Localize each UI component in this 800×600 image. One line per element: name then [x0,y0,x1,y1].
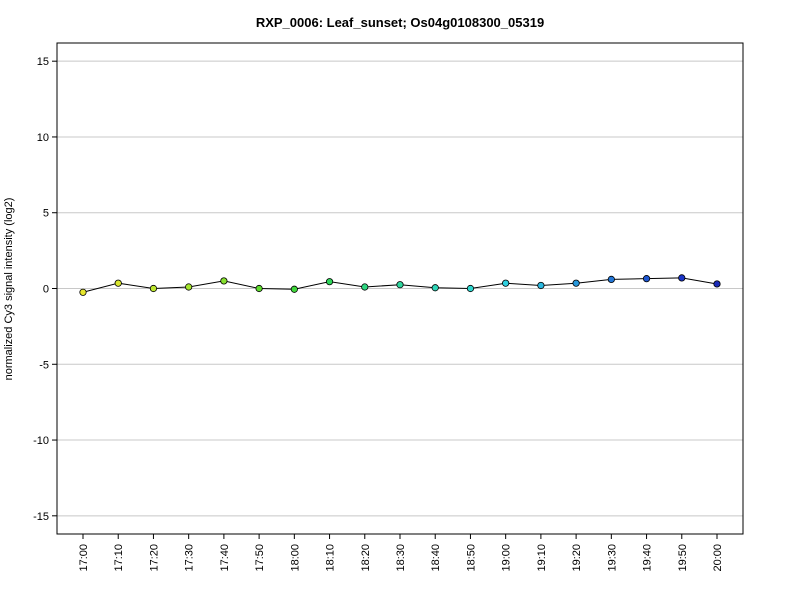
data-point [361,283,369,291]
x-tick-label: 17:40 [219,544,231,572]
data-point [114,279,122,287]
x-tick-label: 18:00 [289,544,301,572]
data-point [502,279,510,287]
data-point [431,284,439,292]
data-points [79,274,721,296]
y-tick-label: -10 [33,435,49,447]
x-tick-label: 19:00 [501,544,513,572]
x-tick-label: 17:00 [78,544,90,572]
x-tick-label: 19:50 [677,544,689,572]
data-point [466,284,475,293]
x-tick-label: 20:00 [712,544,724,572]
data-point [290,285,298,293]
data-point [325,278,334,286]
x-tick-label: 17:50 [254,544,266,572]
y-tick-label: -15 [33,511,49,523]
y-axis: 15 10 5 0 -5 -10 -15 [33,56,57,523]
x-tick-label: 19:30 [606,544,618,572]
x-tick-label: 18:40 [430,544,442,572]
x-tick-label: 17:10 [113,544,125,572]
x-tick-label: 17:20 [148,544,160,572]
x-tick-label: 19:40 [642,544,654,572]
data-point [220,277,228,285]
data-point [149,284,158,293]
data-point [572,279,580,287]
y-axis-label: normalized Cy3 signal intensity (log2) [3,198,15,381]
x-tick-label: 19:20 [571,544,583,572]
data-point [713,280,721,288]
data-point [678,274,686,282]
x-tick-label: 18:30 [395,544,407,572]
x-tick-label: 17:30 [184,544,196,572]
y-tick-label: 10 [37,132,49,144]
data-point [79,288,87,296]
data-point [537,281,545,290]
data-point [642,275,651,283]
x-tick-label: 18:50 [465,544,477,572]
data-point [607,275,615,284]
data-point [185,283,193,291]
x-tick-label: 19:10 [536,544,548,572]
grid [57,60,743,517]
x-tick-label: 18:10 [325,544,337,572]
x-axis: 17:00 17:10 17:20 17:30 17:40 17:50 18:00 18:10… [78,534,724,572]
x-tick-label: 18:20 [360,544,372,572]
chart-title: RXP_0006: Leaf_sunset; Os04g0108300_0531… [256,15,544,30]
data-point [255,284,263,293]
data-point [396,281,404,289]
y-tick-label: 0 [43,284,49,296]
y-tick-label: 5 [43,208,49,220]
y-tick-label: -5 [39,359,49,371]
y-tick-label: 15 [37,56,49,68]
